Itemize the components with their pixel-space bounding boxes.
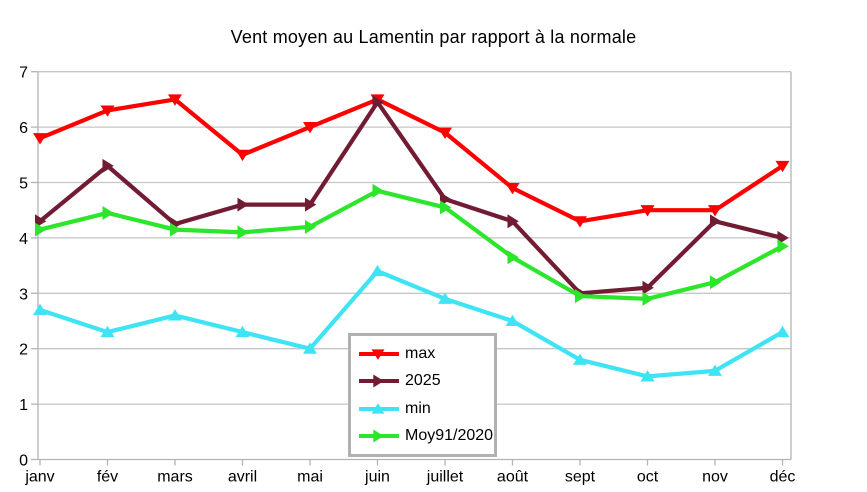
data-point-min-déc	[775, 325, 790, 338]
series-line-Moy91/2020	[37, 188, 785, 301]
x-tick-label: mai	[297, 469, 323, 486]
x-tick-label: oct	[637, 469, 659, 486]
data-point-Moy91/2020-juillet	[439, 200, 452, 215]
data-point-Moy91/2020-oct	[642, 291, 654, 306]
y-tick-label: 3	[19, 286, 28, 303]
legend-label: Moy91/2020	[405, 426, 494, 444]
y-tick-label: 5	[19, 176, 28, 193]
data-point-Moy91/2020-juin	[372, 183, 384, 198]
x-tick-label: fév	[97, 469, 118, 486]
data-point-Moy91/2020-fév	[102, 205, 114, 220]
data-point-2025-avril	[237, 197, 249, 212]
y-tick-label: 1	[19, 397, 28, 414]
x-tick-label: sept	[565, 469, 596, 486]
x-tick-label: déc	[770, 469, 796, 486]
y-tick-label: 0	[19, 453, 28, 470]
x-tick-label: juin	[364, 469, 390, 486]
legend-label: max	[405, 345, 436, 363]
data-point-Moy91/2020-nov	[709, 275, 722, 290]
series-line-max	[37, 97, 785, 224]
series-line-min	[37, 269, 785, 379]
data-point-min-juillet	[438, 292, 452, 304]
x-tick-label: avril	[228, 469, 257, 486]
y-tick-label: 2	[19, 342, 28, 359]
data-point-max-mai	[303, 122, 317, 134]
data-point-min-mars	[168, 309, 182, 321]
data-point-max-fév	[100, 105, 115, 117]
legend-marker-triangle-right-icon	[359, 374, 399, 388]
data-point-2025-oct	[642, 280, 654, 295]
data-point-min-août	[505, 314, 520, 327]
legend-marker-triangle-down-icon	[359, 349, 399, 361]
x-tick-label: nov	[702, 469, 728, 486]
legend-marker-triangle-right-icon	[359, 429, 399, 443]
data-point-min-sept	[573, 353, 587, 365]
y-tick-label: 7	[19, 65, 28, 82]
data-point-min-oct	[640, 370, 655, 382]
y-tick-label: 4	[19, 231, 28, 248]
legend-item-Moy91/2020: Moy91/2020	[357, 427, 494, 445]
data-point-min-avril	[235, 325, 250, 338]
data-point-max-août	[505, 183, 520, 195]
data-point-max-avril	[235, 149, 250, 162]
data-point-max-janv	[33, 133, 47, 145]
x-tick-label: juillet	[426, 469, 464, 486]
data-point-Moy91/2020-août	[507, 250, 519, 265]
data-point-max-mars	[168, 94, 182, 106]
data-point-Moy91/2020-mars	[169, 222, 182, 237]
legend-item-2025: 2025	[357, 372, 494, 390]
chart-title: Vent moyen au Lamentin par rapport à la …	[230, 27, 637, 47]
legend-label: min	[405, 399, 431, 417]
x-tick-label: août	[497, 469, 529, 486]
legend: max 2025 min Moy91/2020	[348, 333, 497, 457]
data-point-Moy91/2020-déc	[777, 239, 789, 254]
data-point-max-déc	[775, 160, 790, 173]
data-point-2025-août	[507, 214, 519, 229]
data-point-2025-juin	[372, 95, 384, 110]
legend-item-max: max	[357, 345, 494, 363]
data-point-Moy91/2020-mai	[304, 219, 317, 234]
data-point-max-juillet	[438, 127, 452, 139]
series-line-2025	[37, 100, 785, 296]
data-point-Moy91/2020-avril	[237, 225, 249, 240]
data-point-min-fév	[100, 325, 115, 338]
data-point-Moy91/2020-janv	[34, 222, 47, 237]
data-point-max-oct	[640, 205, 655, 217]
legend-label: 2025	[405, 372, 441, 390]
data-point-min-mai	[303, 342, 317, 354]
y-tick-label: 6	[19, 120, 28, 137]
data-point-min-janv	[33, 303, 47, 315]
data-point-2025-fév	[102, 158, 114, 173]
x-tick-label: mars	[157, 469, 193, 486]
data-point-min-nov	[708, 364, 722, 376]
legend-marker-triangle-up-icon	[359, 402, 399, 414]
data-point-2025-mai	[304, 197, 317, 212]
data-point-Moy91/2020-sept	[574, 289, 587, 304]
x-tick-label: janv	[24, 469, 54, 486]
data-point-max-sept	[573, 216, 587, 228]
data-point-min-juin	[370, 264, 385, 277]
data-point-2025-nov	[709, 214, 722, 229]
data-point-max-nov	[708, 205, 722, 217]
legend-item-min: min	[357, 400, 494, 418]
